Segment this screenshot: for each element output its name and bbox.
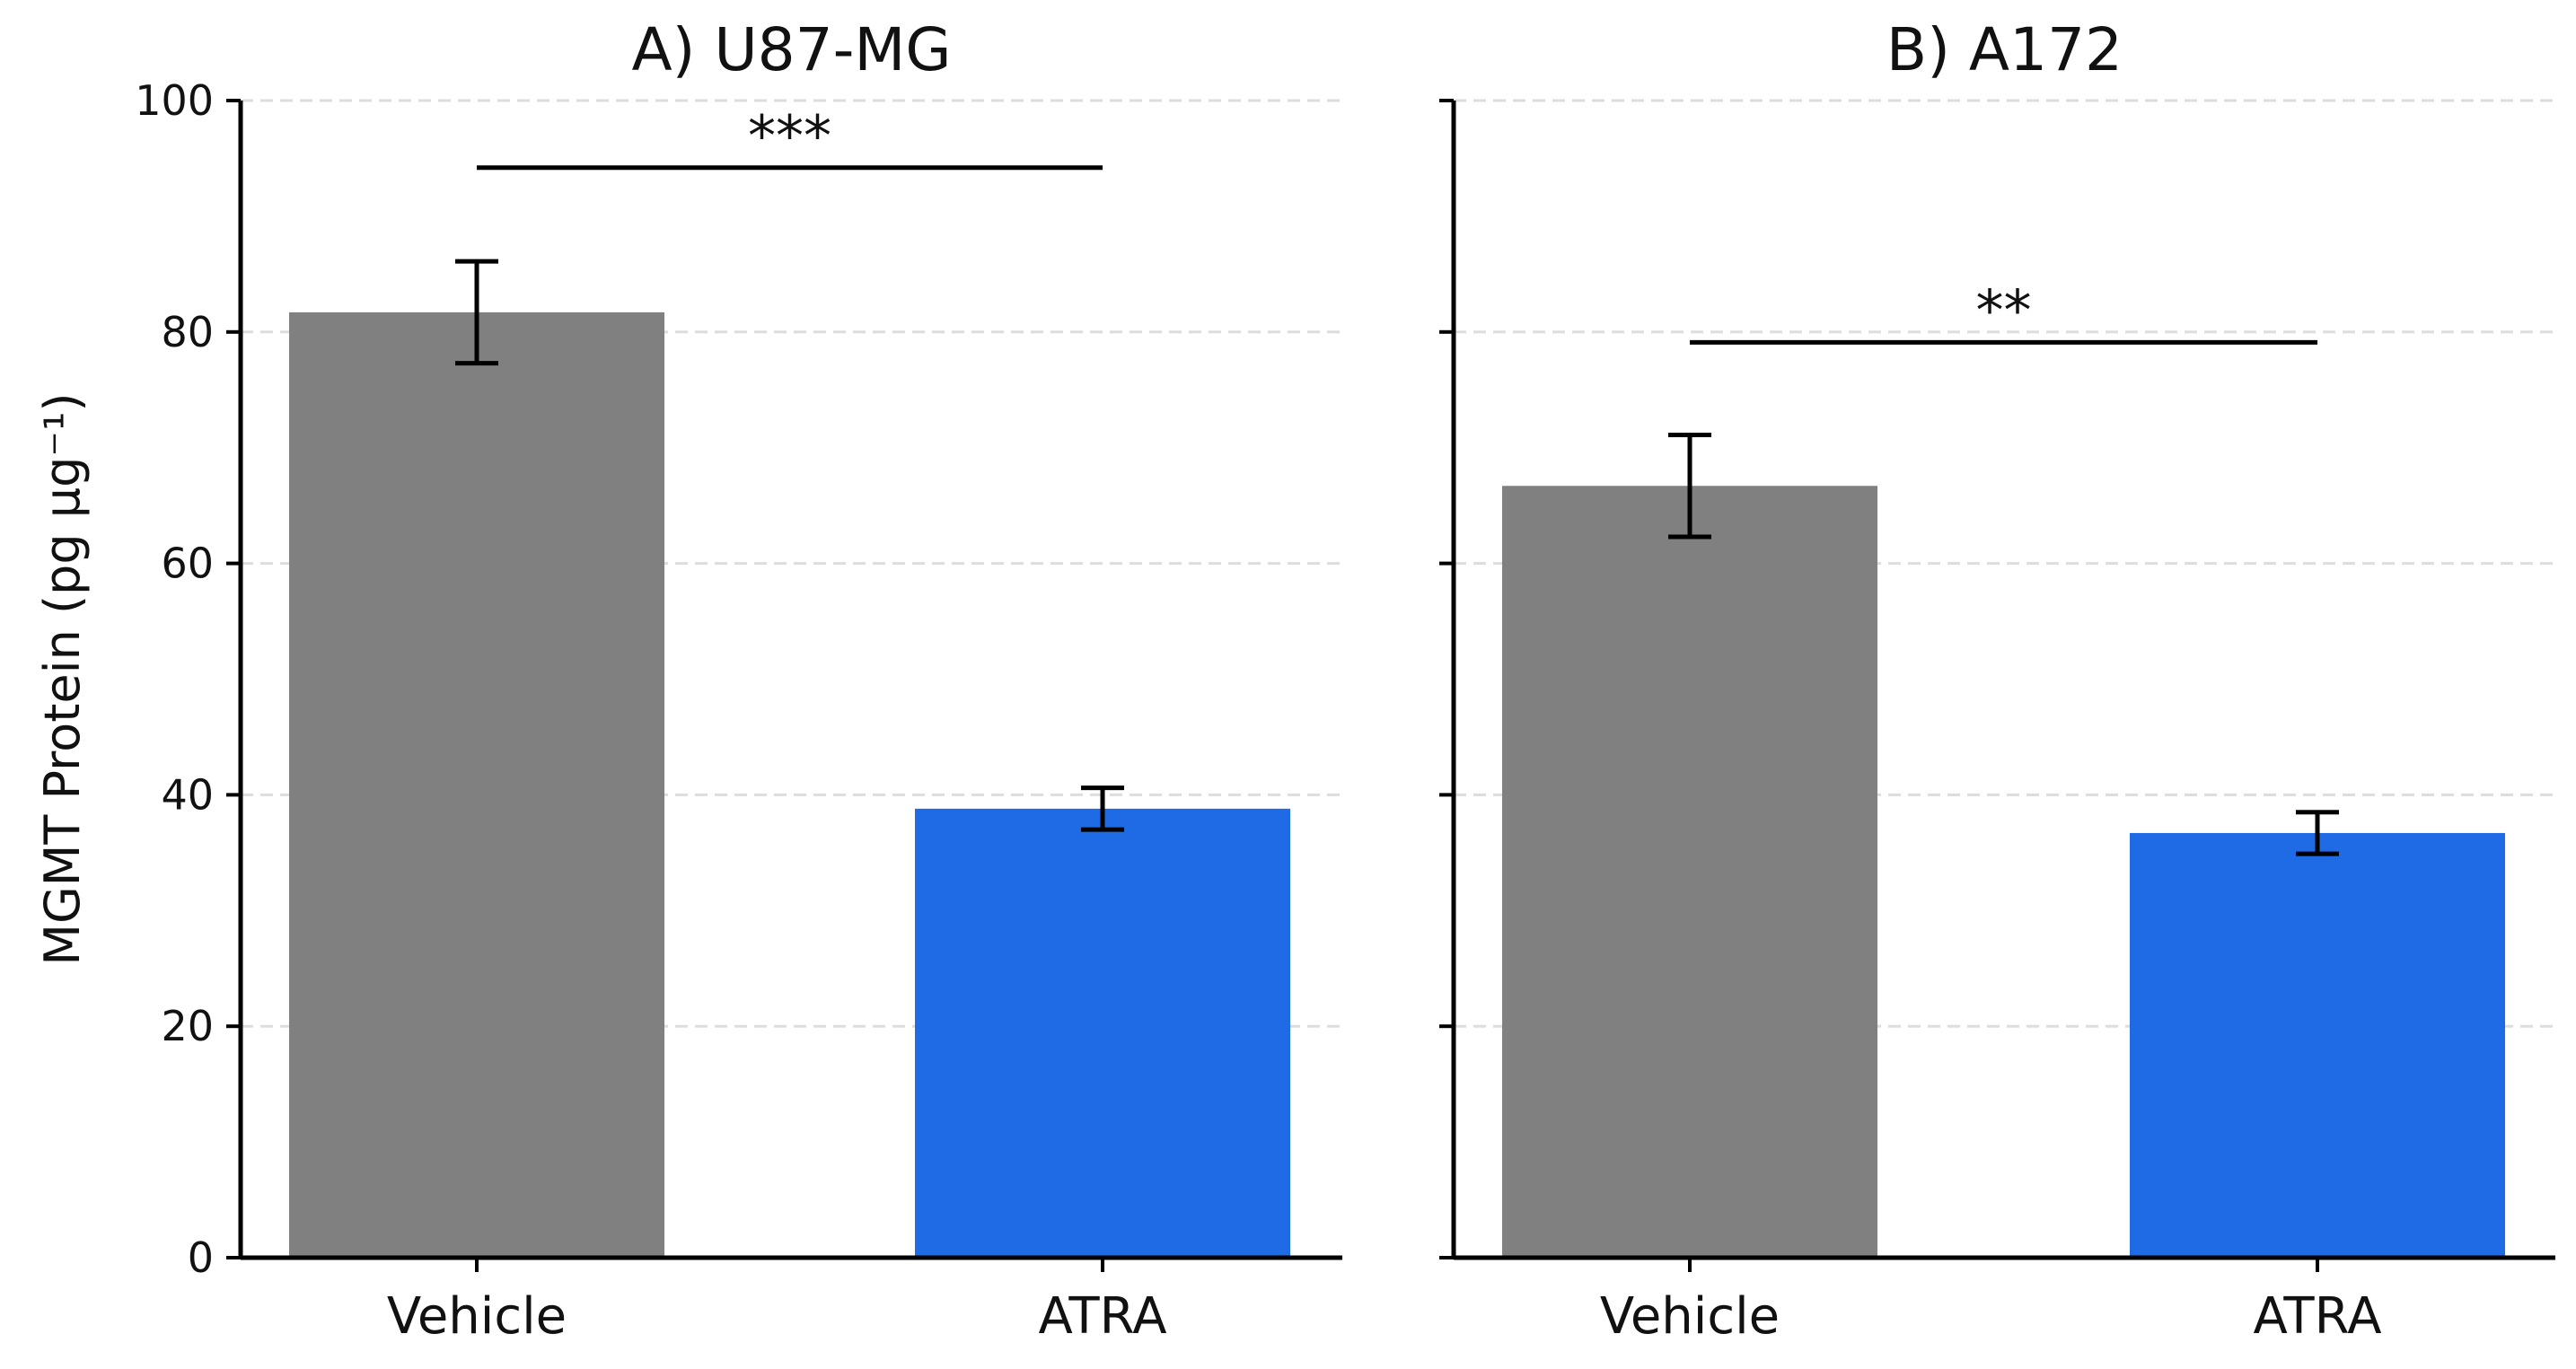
y-tick-label: 60	[161, 540, 214, 588]
bar-atra	[2130, 832, 2505, 1258]
x-tick-label: ATRA	[2253, 1287, 2381, 1346]
bar-vehicle	[1502, 486, 1877, 1258]
y-tick-label: 20	[161, 1002, 214, 1050]
y-tick-label: 40	[161, 770, 214, 819]
x-tick-label: Vehicle	[387, 1287, 567, 1346]
significance-label: ***	[748, 103, 831, 169]
x-tick-label: Vehicle	[1600, 1287, 1780, 1346]
bar-vehicle	[289, 312, 664, 1259]
y-tick-label: 0	[188, 1233, 214, 1282]
y-tick-label: 100	[135, 76, 214, 125]
significance-label: **	[1976, 277, 2032, 343]
panel-title: A) U87-MG	[631, 15, 951, 84]
x-tick-label: ATRA	[1038, 1287, 1166, 1346]
bar-atra	[915, 808, 1290, 1258]
y-axis-label: MGMT Protein (pg µg⁻¹)	[34, 392, 91, 965]
panel-title: B) A172	[1886, 15, 2123, 84]
y-tick-label: 80	[161, 308, 214, 356]
